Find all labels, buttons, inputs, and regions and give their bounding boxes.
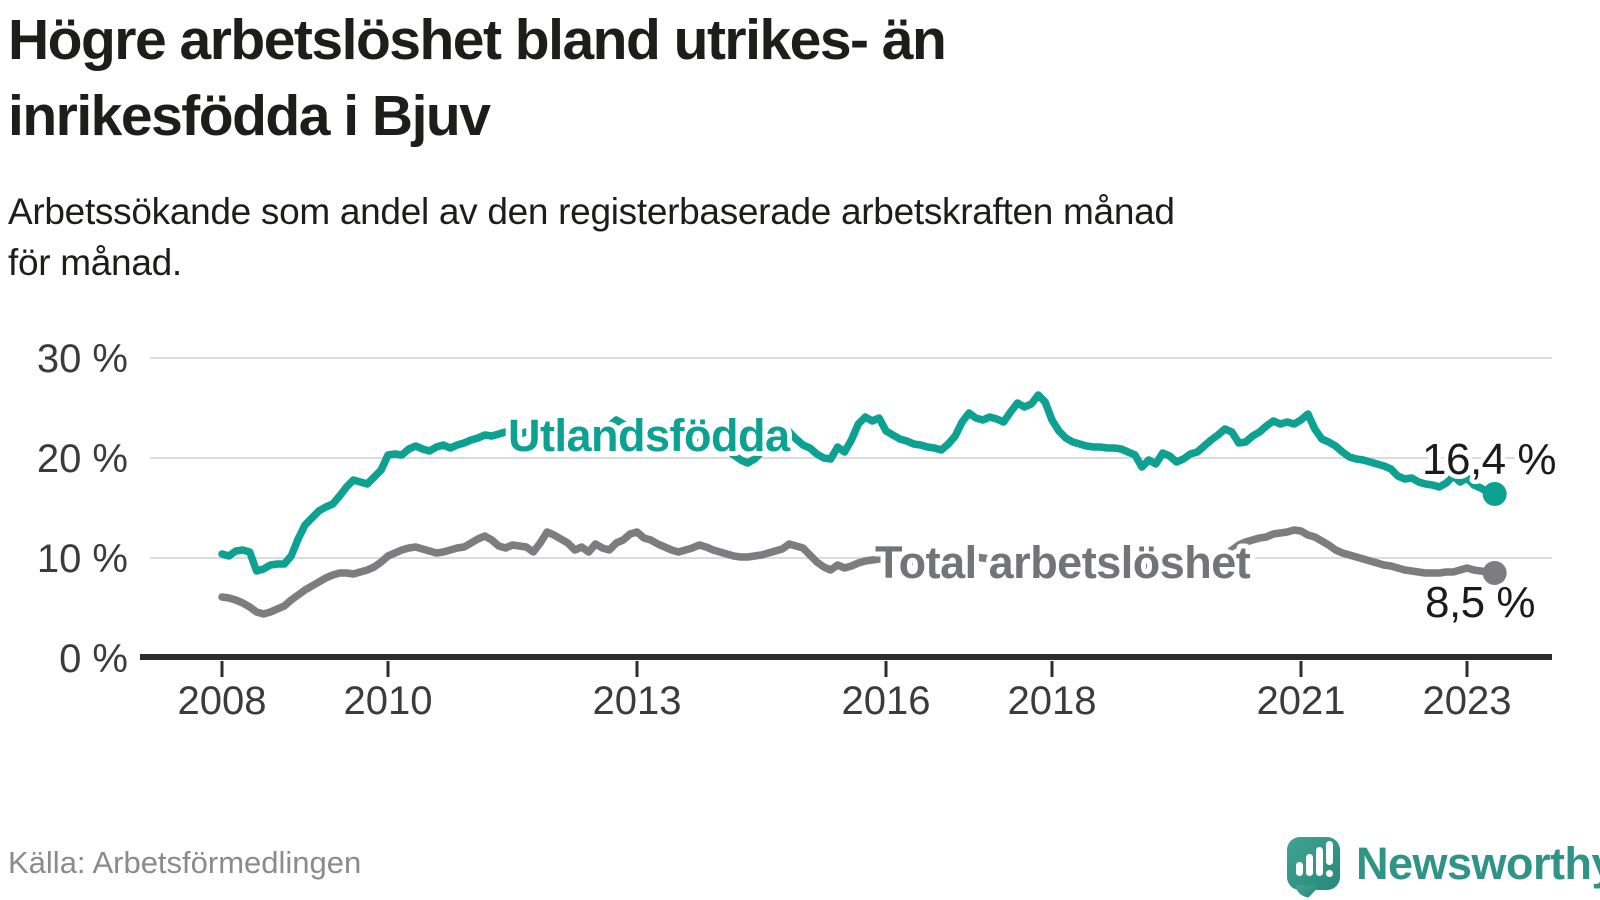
page-title-line2: inrikesfödda i Bjuv: [8, 84, 491, 148]
x-axis-label-2016: 2016: [842, 679, 931, 723]
x-axis-label-2010: 2010: [344, 679, 433, 723]
page-title-line1: Högre arbetslöshet bland utrikes- än: [8, 8, 947, 72]
series-line-utlandsfodda: [218, 391, 1499, 575]
logo-bar-3: [1316, 847, 1323, 876]
series-line-total: [218, 526, 1499, 618]
logo-bar-2: [1306, 854, 1313, 876]
x-axis-label-2008: 2008: [178, 679, 267, 723]
x-axis-label-2018: 2018: [1008, 679, 1097, 723]
logo-exclamation-bar: [1326, 841, 1333, 865]
newsworthy-logo-icon: [1287, 837, 1340, 898]
end-value-label-total: 8,5 %: [1425, 578, 1535, 627]
page-subtitle-line2: för månad.: [8, 242, 182, 283]
page-subtitle-line1: Arbetssökande som andel av den registerb…: [8, 191, 1175, 232]
x-axis-label-2021: 2021: [1257, 679, 1346, 723]
newsworthy-wordmark: Newsworthy: [1356, 837, 1600, 889]
x-axis-label-2023: 2023: [1423, 679, 1512, 723]
y-axis-label-10: 10 %: [37, 537, 128, 581]
logo-bubble-tail: [1296, 885, 1317, 898]
x-axis-label-2013: 2013: [593, 679, 682, 723]
series-end-dot-total: [1482, 561, 1507, 585]
source-note: Källa: Arbetsförmedlingen: [8, 845, 362, 880]
page-title: Högre arbetslöshet bland utrikes- än inr…: [8, 2, 1408, 154]
series-label-total-arbetsloshet: Total arbetslöshet: [875, 537, 1251, 588]
page-subtitle: Arbetssökande som andel av den registerb…: [8, 186, 1568, 288]
series-end-dot-utlandsfodda: [1482, 482, 1507, 506]
series-label-utlandsfodda: Utlandsfödda: [508, 410, 791, 461]
y-axis-label-30: 30 %: [37, 337, 128, 381]
logo-bar-1: [1296, 862, 1303, 876]
logo-exclamation-dot: [1326, 870, 1333, 877]
end-value-label-utlandsfodda: 16,4 %: [1422, 435, 1556, 484]
chart-axes-and-series: 0 % 10 % 20 % 30 % 2008 2010 2013 2016 2018 2021 2…: [37, 337, 1552, 723]
y-axis-label-0: 0 %: [59, 637, 128, 681]
y-axis-label-20: 20 %: [37, 437, 128, 481]
newsworthy-logo: Newsworthy: [1286, 836, 1600, 899]
